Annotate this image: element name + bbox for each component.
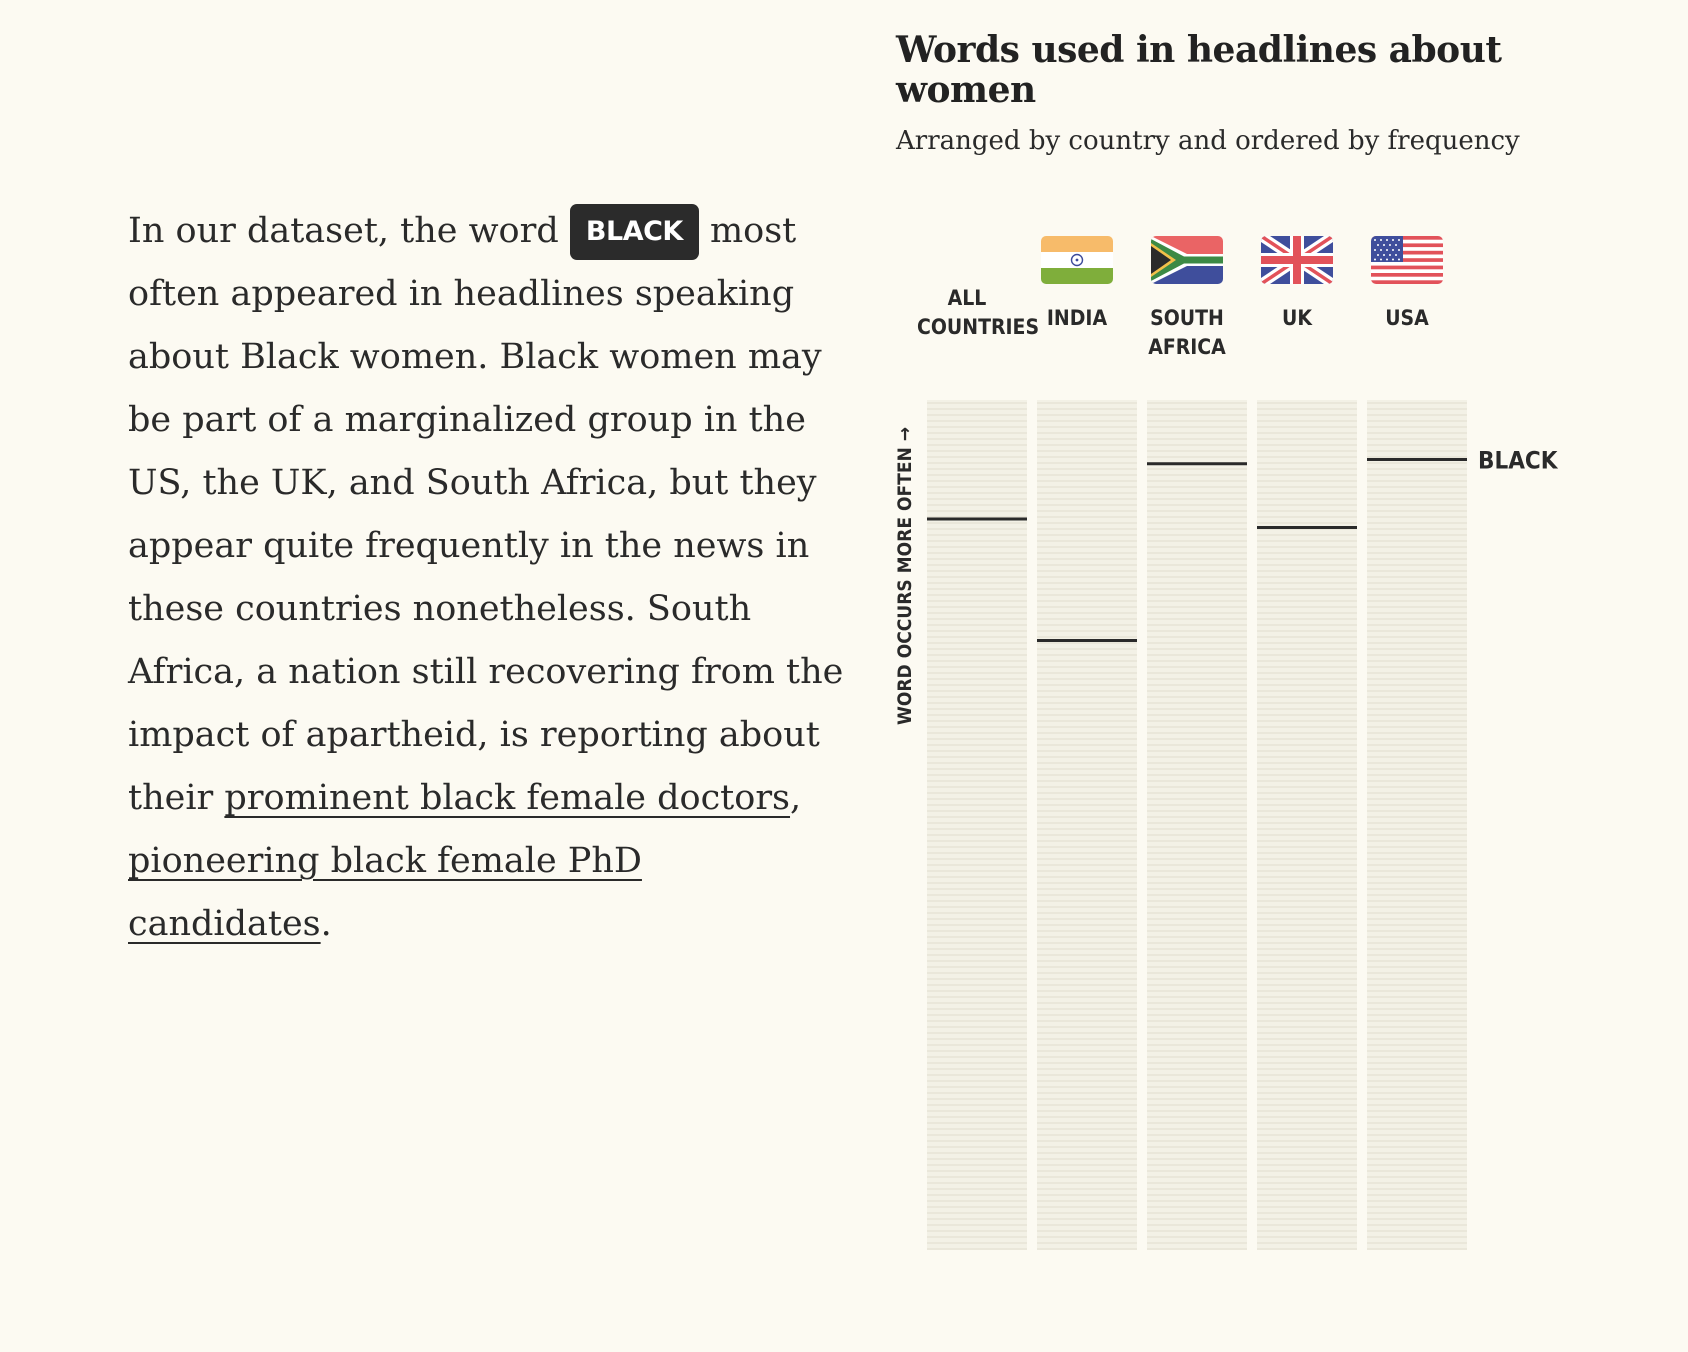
column-label-usa: USA	[1385, 306, 1429, 330]
markers-layer: BLACK	[927, 447, 1559, 643]
chart-header: Words used in headlines about women Arra…	[896, 30, 1616, 158]
article-separator: ,	[790, 778, 802, 818]
phd-candidates-link[interactable]: pioneering black female PhD candidates	[128, 841, 642, 944]
series-label-black: BLACK	[1478, 447, 1559, 475]
column-all-countries	[927, 400, 1027, 1250]
column-header-usa: USA	[1357, 236, 1457, 333]
usa-flag-icon	[1371, 236, 1443, 284]
article-text: In our dataset, the word BLACK most ofte…	[128, 200, 848, 956]
column-label-all-countries: ALL COUNTRIES	[917, 286, 1040, 339]
column-label-uk: UK	[1282, 306, 1312, 330]
column-south-africa	[1147, 400, 1247, 1250]
chart-subtitle: Arranged by country and ordered by frequ…	[896, 126, 1520, 156]
columns-layer	[927, 400, 1467, 1250]
column-header-uk: UK	[1247, 236, 1347, 333]
column-label-south-africa: SOUTH AFRICA	[1148, 306, 1226, 359]
column-usa	[1367, 400, 1467, 1250]
india-flag-icon	[1041, 236, 1113, 284]
column-label-india: INDIA	[1046, 306, 1108, 330]
article-text-middle: most often appeared in headlines speakin…	[128, 211, 844, 818]
doctors-link[interactable]: prominent black female doctors	[224, 778, 791, 818]
highlight-word-pill: BLACK	[569, 204, 699, 260]
south-africa-flag-icon	[1151, 236, 1223, 284]
column-india	[1037, 400, 1137, 1250]
column-uk	[1257, 400, 1357, 1250]
article-text-before: In our dataset, the word	[128, 211, 570, 251]
article-paragraph: In our dataset, the word BLACK most ofte…	[128, 200, 848, 956]
uk-flag-icon	[1261, 236, 1333, 284]
strip-chart: BLACK	[927, 400, 1559, 1250]
column-header-south-africa: SOUTH AFRICA	[1137, 236, 1237, 362]
chart-title: Words used in headlines about women	[896, 29, 1502, 111]
column-header-all-countries: ALL COUNTRIES	[917, 284, 1040, 342]
column-header-india: INDIA	[1027, 236, 1127, 333]
article-end: .	[320, 904, 332, 944]
